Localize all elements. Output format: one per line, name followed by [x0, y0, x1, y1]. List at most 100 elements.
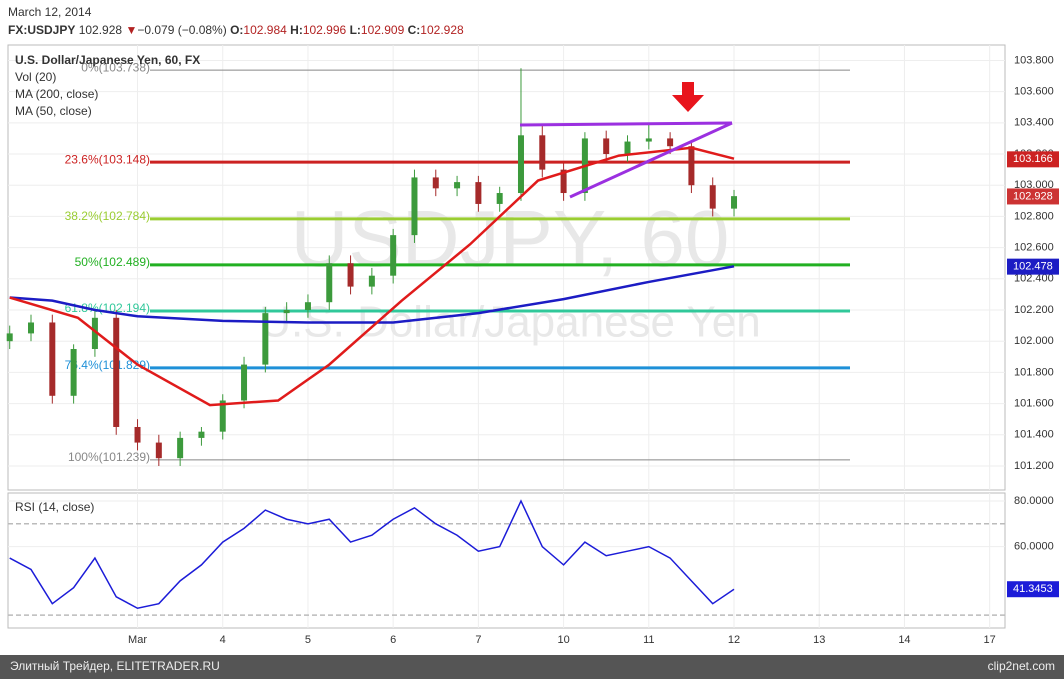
legend-entry: MA (50, close)	[15, 104, 92, 118]
candle-body	[731, 196, 738, 209]
y-tick-label: 103.800	[1014, 54, 1054, 66]
fib-label: 100%(101.239)	[68, 450, 150, 464]
y-tick-label: 103.600	[1014, 86, 1054, 98]
pane-title: RSI (14, close)	[15, 500, 94, 514]
candle-body	[560, 169, 567, 194]
candle-body	[113, 317, 120, 427]
candle-body	[709, 185, 716, 209]
candle-body	[326, 263, 333, 303]
y-tick-label: 101.600	[1014, 397, 1054, 409]
close: 102.928	[420, 23, 464, 37]
open-label: O:	[230, 23, 243, 37]
triangle-bottom	[569, 121, 733, 199]
x-tick-label: 5	[305, 634, 311, 646]
x-tick-label: 7	[475, 634, 481, 646]
footer-left: Элитный Трейдер, ELITETRADER.RU	[10, 659, 220, 673]
fib-label: 0%(103.738)	[81, 60, 150, 74]
candle-body	[6, 333, 13, 342]
candle-body	[198, 431, 205, 438]
candle-body	[304, 302, 311, 311]
candle-body	[368, 275, 375, 287]
candle-body	[177, 437, 184, 459]
candle-body	[688, 146, 695, 186]
triangle-top	[519, 121, 733, 127]
y-tick-label: 103.400	[1014, 117, 1054, 129]
last: 102.928	[79, 23, 123, 37]
price-pane	[7, 44, 1006, 491]
candle-body	[411, 177, 418, 236]
y-tick-label: 102.400	[1014, 273, 1054, 285]
rsi-pane	[7, 492, 1006, 629]
candle-body	[454, 182, 461, 189]
price-tag-label: 41.3453	[1013, 583, 1053, 595]
footer-bar	[0, 655, 1064, 679]
down-arrow: ▼	[125, 23, 137, 37]
candle-body	[134, 426, 141, 443]
price-tag-label: 103.166	[1013, 153, 1053, 165]
candle-body	[475, 182, 482, 204]
price-tag-label: 102.928	[1013, 190, 1053, 202]
y-tick-label: 103.000	[1014, 179, 1054, 191]
watermark: USDJPY, 60	[291, 194, 730, 283]
fib-label: 50%(102.489)	[75, 255, 150, 269]
date: March 12, 2014	[8, 5, 92, 19]
candle-body	[155, 442, 162, 459]
open: 102.984	[243, 23, 287, 37]
price-tag	[1007, 151, 1059, 168]
close-label: C:	[408, 23, 421, 37]
y-tick-label: 101.400	[1014, 429, 1054, 441]
y-tick-label: 102.000	[1014, 335, 1054, 347]
y-tick-label: 102.800	[1014, 210, 1054, 222]
y-tick-label: 102.600	[1014, 242, 1054, 254]
high-label: H:	[290, 23, 303, 37]
candle-body	[70, 348, 77, 396]
price-tag	[1007, 581, 1059, 598]
low: 102.909	[361, 23, 405, 37]
candle-body	[91, 317, 98, 349]
x-tick-label: 13	[813, 634, 825, 646]
fib-label: 23.6%(103.148)	[65, 152, 150, 166]
x-tick-label: 11	[643, 634, 654, 646]
low-label: L:	[350, 23, 361, 37]
candle-body	[432, 177, 439, 189]
high: 102.996	[303, 23, 347, 37]
indicator-legend: Vol (20)	[15, 70, 56, 84]
x-tick-label: 4	[220, 634, 226, 646]
candle-body	[49, 322, 56, 396]
candle-body	[241, 364, 248, 401]
y-tick-label: 101.800	[1014, 366, 1054, 378]
plot-layer: 101.200 101.400 101.600 101.800 102.000 102.2…	[6, 45, 1059, 646]
fib-label: 61.8%(102.194)	[65, 301, 150, 315]
rsi-line	[9, 499, 735, 610]
ma-line	[9, 146, 735, 407]
price-tag	[1007, 188, 1059, 205]
change: −0.079 (−0.08%)	[137, 23, 226, 37]
candle-body	[603, 138, 610, 155]
candle-body	[539, 135, 546, 170]
x-tick-label: 17	[984, 634, 996, 646]
x-tick-label: 10	[557, 634, 569, 646]
candle-body	[624, 141, 631, 155]
x-tick-label: 12	[728, 634, 740, 646]
fib-label: 38.2%(102.784)	[65, 209, 150, 223]
candle-body	[283, 310, 290, 314]
legend-entry: MA (200, close)	[15, 87, 98, 101]
candle-body	[28, 322, 35, 334]
candle-body	[517, 135, 524, 194]
candle-body	[390, 235, 397, 276]
candle-body	[645, 138, 652, 142]
y-tick-label: 60.0000	[1014, 541, 1054, 553]
candle-body	[667, 138, 674, 147]
quote-line: FX:USDJPY 102.928 ▼−0.079 (−0.08%) O:102…	[8, 23, 464, 37]
x-tick-label: 14	[898, 634, 910, 646]
x-tick-label: 6	[390, 634, 396, 646]
symbol: FX:USDJPY	[8, 23, 75, 37]
price-tag-label: 102.478	[1013, 261, 1053, 273]
down-arrow-annotation	[672, 82, 704, 112]
y-tick-label: 101.200	[1014, 460, 1054, 472]
candle-body	[262, 313, 269, 365]
footer-right: clip2net.com	[988, 659, 1055, 673]
candle-body	[219, 400, 226, 432]
